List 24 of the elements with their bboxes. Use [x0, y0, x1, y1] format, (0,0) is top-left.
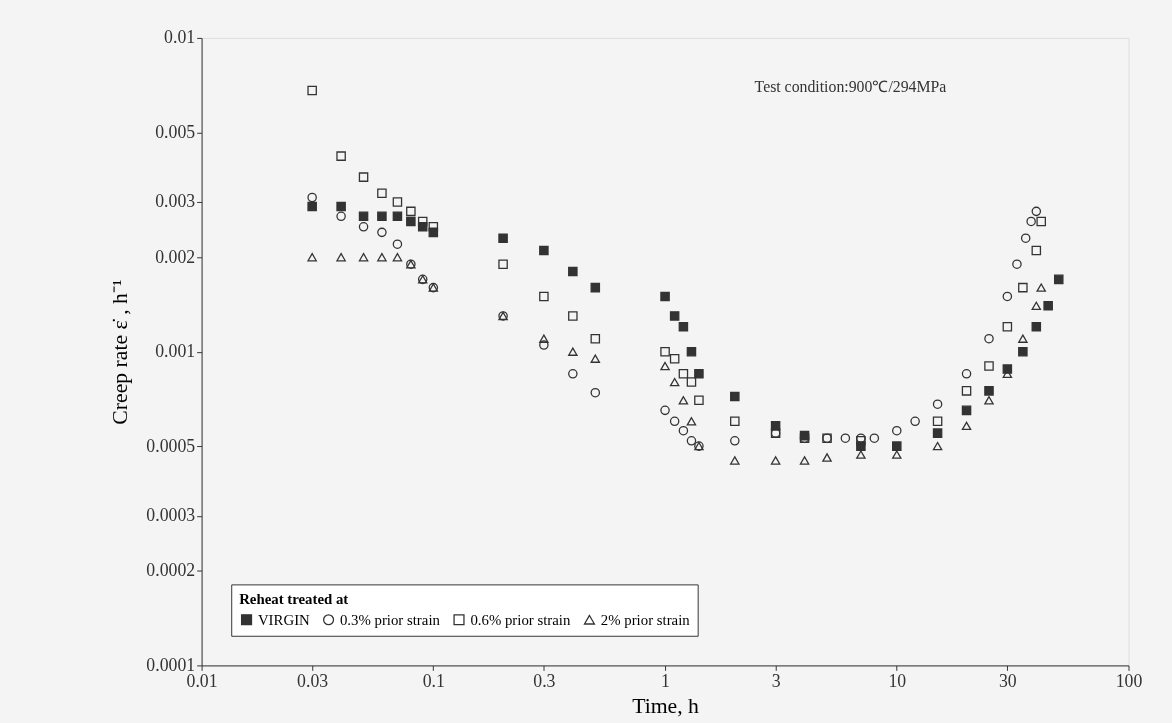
x-tick-label: 1: [661, 670, 670, 691]
y-tick-label: 0.001: [155, 341, 196, 362]
y-tick-label: 0.0005: [146, 435, 196, 456]
x-tick-label: 3: [771, 670, 781, 691]
y-tick-label: 0.005: [155, 121, 196, 142]
y-tick-label: 0.002: [155, 246, 196, 267]
x-tick-label: 0.1: [422, 670, 445, 691]
y-tick-label: 0.01: [164, 27, 196, 48]
x-tick-label: 0.3: [533, 670, 556, 691]
y-tick-label: 0.0003: [146, 505, 196, 526]
y-tick-label: 0.003: [155, 191, 196, 212]
legend-label: 2% prior strain: [600, 611, 691, 628]
y-tick-label: 0.0002: [146, 560, 196, 581]
legend-label: 0.6% prior strain: [470, 611, 571, 628]
legend-label: VIRGIN: [257, 611, 311, 628]
legend-label: 0.3% prior strain: [339, 611, 441, 628]
annotation: Test condition:900℃/294MPa: [754, 78, 947, 96]
y-axis-title: Creep rate ε̇ , h⁻¹: [108, 279, 133, 425]
x-tick-label: 100: [1115, 670, 1143, 691]
x-tick-label: 0.03: [297, 670, 329, 691]
x-tick-label: 10: [888, 670, 907, 691]
legend-title: Reheat treated at: [239, 591, 349, 608]
x-axis-title: Time, h: [632, 694, 700, 719]
x-tick-label: 30: [998, 670, 1017, 691]
